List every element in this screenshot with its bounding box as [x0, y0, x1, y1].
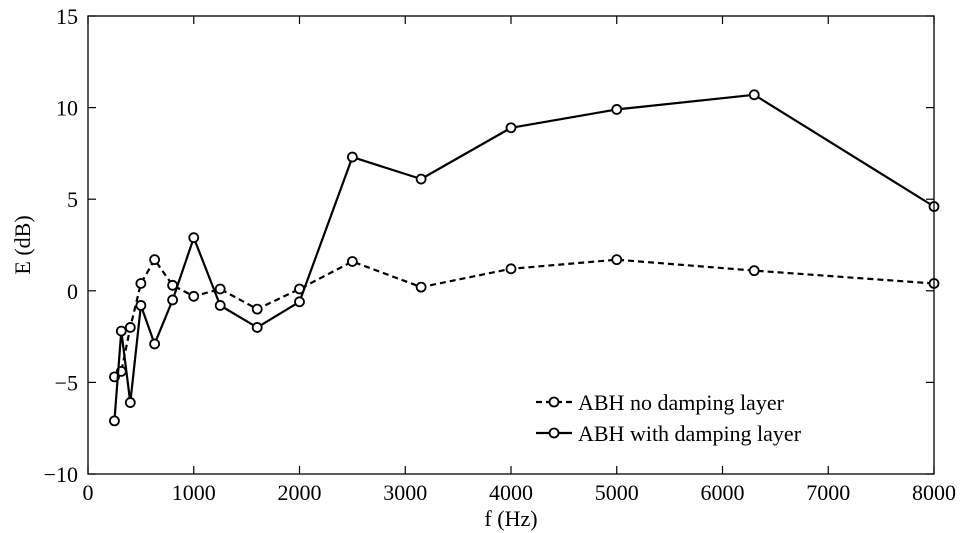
data-point — [124, 397, 136, 408]
data-point — [505, 122, 517, 134]
series-line-2 — [113, 93, 935, 421]
data-point — [251, 303, 263, 315]
data-point — [611, 254, 623, 266]
y-tick-label: 5 — [67, 187, 78, 212]
y-axis-label: E (dB) — [10, 215, 35, 274]
data-point — [415, 173, 427, 185]
legend-marker-1 — [548, 396, 560, 408]
y-tick-label: 10 — [56, 96, 78, 121]
legend-label-1: ABH no damping layer — [578, 390, 785, 415]
x-tick-label: 7000 — [806, 480, 850, 505]
x-tick-label: 0 — [83, 480, 94, 505]
x-tick-label: 2000 — [278, 480, 322, 505]
x-tick-label: 1000 — [172, 480, 216, 505]
data-point — [415, 281, 427, 293]
series-line-1 — [113, 258, 935, 378]
data-point — [251, 322, 263, 333]
legend-marker-2 — [548, 427, 560, 439]
data-point — [149, 338, 161, 350]
data-point — [167, 294, 179, 306]
data-point — [188, 232, 200, 244]
x-tick-label: 3000 — [383, 480, 427, 505]
plot-marks — [109, 89, 940, 427]
data-point — [115, 325, 127, 337]
data-point — [214, 283, 226, 295]
plot-frame — [87, 15, 935, 475]
y-tick-label: 15 — [56, 4, 78, 29]
data-point — [748, 89, 760, 101]
x-tick-label: 8000 — [912, 480, 956, 505]
data-point — [214, 300, 226, 311]
x-axis-label: f (Hz) — [484, 506, 537, 531]
x-tick-label: 4000 — [489, 480, 533, 505]
legend: ABH no damping layer ABH with damping lay… — [536, 390, 802, 446]
data-point — [188, 290, 200, 302]
axes: 0 1000 2000 3000 4000 5000 6000 7000 8000 −10 −5 0 5… — [44, 4, 956, 505]
x-tick-label: 5000 — [595, 480, 639, 505]
data-point — [135, 278, 147, 289]
x-tick-label: 6000 — [701, 480, 745, 505]
data-point — [346, 256, 358, 267]
y-tick-label: −5 — [55, 370, 78, 395]
data-point — [505, 263, 517, 275]
data-point — [346, 151, 358, 163]
data-point — [149, 254, 161, 266]
data-point — [124, 322, 136, 333]
y-tick-label: 0 — [67, 279, 78, 304]
data-point — [109, 415, 120, 427]
data-point — [748, 265, 760, 277]
data-point — [135, 300, 147, 311]
data-point — [294, 296, 305, 308]
y-tick-label: −10 — [44, 462, 78, 487]
data-point — [611, 104, 623, 115]
legend-label-2: ABH with damping layer — [578, 421, 802, 446]
